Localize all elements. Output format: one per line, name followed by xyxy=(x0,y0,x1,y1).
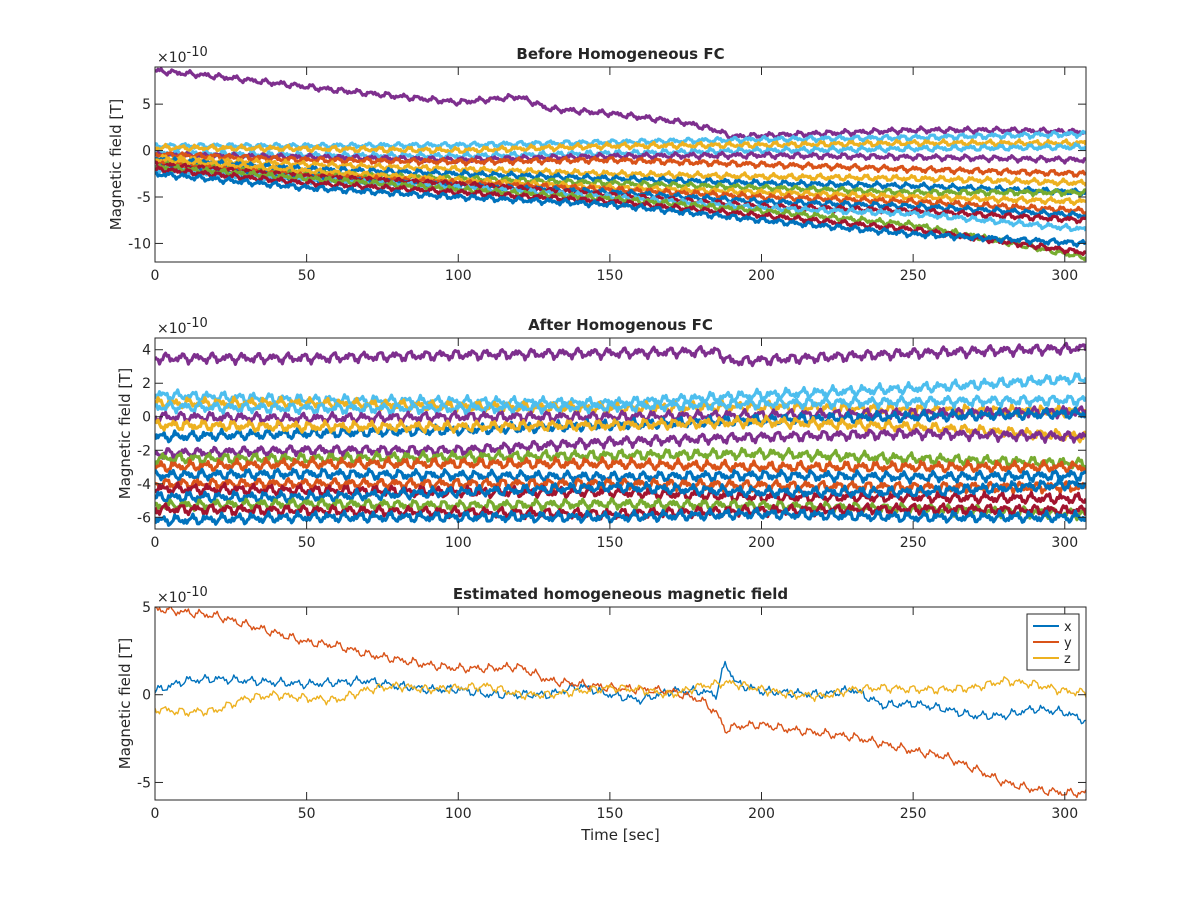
sensor-channel-5 xyxy=(155,150,1086,165)
x-tick-label: 150 xyxy=(597,535,624,551)
sensor-channel-15 xyxy=(155,497,1086,522)
sensor-channel-16 xyxy=(155,502,1086,521)
subplot-1: 0 50 100 150 200 250 300 -10 -5 0 5 Before Homogene… xyxy=(107,45,1087,284)
y-tick-label: -6 xyxy=(137,510,151,526)
legend-label-x: x xyxy=(1064,620,1072,635)
axes-box xyxy=(154,66,1087,263)
chart-title: Estimated homogeneous magnetic field xyxy=(453,585,788,603)
y-exponent-power: -10 xyxy=(187,45,208,60)
y-axis-label: Magnetic field [T] xyxy=(116,368,134,499)
y-tick-label: 5 xyxy=(142,600,151,616)
sensor-channel-6 xyxy=(155,151,1086,178)
x-tick-label: 250 xyxy=(900,535,927,551)
x-tick-label: 0 xyxy=(151,268,160,284)
sensor-channel-1 xyxy=(155,341,1086,368)
x-tick-label: 0 xyxy=(151,535,160,551)
series-z xyxy=(155,676,1086,717)
sensor-channel-8 xyxy=(155,427,1086,461)
y-tick-label: -5 xyxy=(137,775,151,791)
sensor-channel-10 xyxy=(155,455,1086,474)
axes-box xyxy=(154,337,1087,530)
legend: xyz xyxy=(1026,613,1080,671)
y-tick-label: 0 xyxy=(142,688,151,704)
y-tick-label: 0 xyxy=(142,144,151,160)
chart-title: After Homogenous FC xyxy=(528,316,713,334)
x-tick-label: 150 xyxy=(597,806,624,822)
x-tick-label: 300 xyxy=(1051,535,1078,551)
series-y xyxy=(155,607,1086,799)
y-tick-label: -5 xyxy=(137,190,151,206)
y-tick-label: -4 xyxy=(137,477,151,493)
plot-lines xyxy=(155,67,1086,262)
chart-title: Before Homogeneous FC xyxy=(516,45,724,63)
plot-lines xyxy=(155,607,1086,799)
y-exponent-power: -10 xyxy=(187,316,208,331)
legend-label-z: z xyxy=(1064,652,1071,667)
x-tick-label: 300 xyxy=(1051,268,1078,284)
x-tick-label: 100 xyxy=(445,268,472,284)
sensor-channel-4 xyxy=(155,394,1086,416)
x-tick-label: 300 xyxy=(1051,806,1078,822)
sensor-channel-14 xyxy=(155,477,1086,504)
axes-background xyxy=(155,607,1086,800)
sensor-channel-5 xyxy=(155,405,1086,426)
sensor-channel-17 xyxy=(155,171,1086,248)
plot-lines xyxy=(155,341,1086,527)
x-tick-label: 50 xyxy=(298,806,316,822)
subplot-2: 0 50 100 150 200 250 300 -6 -4 -2 0 2 4 After Homogen… xyxy=(116,316,1087,551)
x-tick-label: 200 xyxy=(748,535,775,551)
sensor-channel-12 xyxy=(155,477,1086,495)
series-x xyxy=(155,660,1086,725)
x-tick-label: 100 xyxy=(445,535,472,551)
sensor-channel-3 xyxy=(155,138,1086,155)
x-tick-label: 0 xyxy=(151,806,160,822)
y-axis-label: Magnetic field [T] xyxy=(107,99,125,230)
y-tick-label: -10 xyxy=(128,236,151,252)
x-tick-label: 250 xyxy=(900,268,927,284)
axes-box xyxy=(154,606,1087,801)
y-tick-label: 0 xyxy=(142,410,151,426)
y-tick-label: 5 xyxy=(142,97,151,113)
sensor-channel-6 xyxy=(155,406,1086,444)
x-tick-label: 50 xyxy=(298,535,316,551)
y-tick-label: -2 xyxy=(137,443,151,459)
y-tick-label: 4 xyxy=(142,343,151,359)
x-tick-label: 100 xyxy=(445,806,472,822)
legend-label-y: y xyxy=(1064,636,1072,651)
x-tick-label: 150 xyxy=(597,268,624,284)
sensor-channel-17 xyxy=(155,506,1086,527)
x-tick-label: 50 xyxy=(298,268,316,284)
y-exponent-power: -10 xyxy=(187,585,208,600)
sensor-channel-7 xyxy=(155,154,1086,187)
x-tick-label: 200 xyxy=(748,806,775,822)
y-axis-label: Magnetic field [T] xyxy=(116,638,134,769)
x-tick-label: 250 xyxy=(900,806,927,822)
y-tick-label: 2 xyxy=(142,376,151,392)
sensor-channel-1 xyxy=(155,67,1086,141)
x-axis-label: Time [sec] xyxy=(580,826,659,844)
x-tick-label: 200 xyxy=(748,268,775,284)
